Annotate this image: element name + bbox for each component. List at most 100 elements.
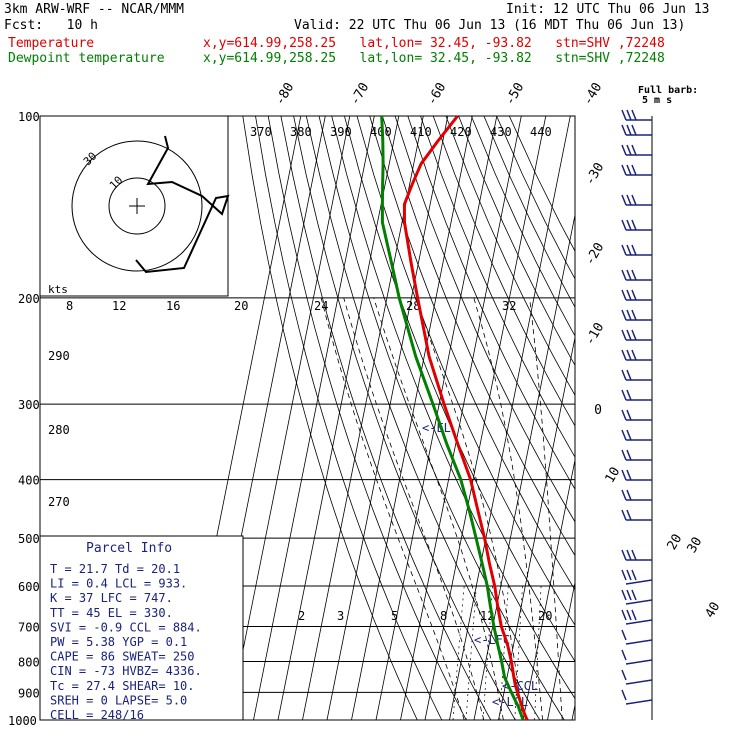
isotherm-label: 40 <box>703 600 724 621</box>
wind-barb-feather <box>631 329 637 341</box>
wind-barb-feather <box>621 669 627 681</box>
wind-barb-feather <box>626 609 632 621</box>
theta-label: 440 <box>530 125 552 139</box>
wind-barb-feather <box>621 429 627 441</box>
dewpoint-legend-label: Dewpoint temperature <box>8 51 165 66</box>
dry-adiabat <box>293 116 516 720</box>
dewpoint-profile <box>380 116 525 720</box>
theta-label: 270 <box>48 495 70 509</box>
wind-barb-feather <box>621 289 627 301</box>
isotherm-label: 0 <box>594 403 602 418</box>
wind-barb <box>625 659 653 665</box>
speed-axis-label: 28 <box>406 299 420 313</box>
isotherm <box>424 116 547 720</box>
wind-barb-feather <box>626 194 632 206</box>
wind-barb-feather <box>631 309 637 321</box>
wind-barb-feather <box>631 144 637 156</box>
dry-adiabat <box>331 116 575 700</box>
temperature-legend-label: Temperature <box>8 36 95 51</box>
dry-adiabat <box>267 116 467 720</box>
wind-barb-feather <box>626 449 632 461</box>
parcel-info-row: SREH = 0 LAPSE= 5.0 <box>50 693 187 707</box>
isotherm <box>547 580 575 720</box>
mixing-ratio-label: 3 <box>337 609 344 623</box>
plot-frame <box>39 115 576 721</box>
isotherm <box>253 116 375 720</box>
wind-barb-feather <box>621 109 627 121</box>
pressure-label: 700 <box>18 620 40 634</box>
wind-barb-feather <box>631 349 637 361</box>
wind-barb-feather <box>626 219 632 231</box>
parcel-info-row: LI = 0.4 LCL = 933. <box>50 577 187 591</box>
wind-barb-feather <box>626 124 632 136</box>
isotherm-label: 20 <box>665 532 686 553</box>
dry-adiabat <box>305 116 541 720</box>
wind-barb-feather <box>621 349 627 361</box>
wind-barb-feather <box>631 164 637 176</box>
isotherm <box>326 116 449 720</box>
isotherm-label: -60 <box>425 80 450 108</box>
moist-adiabat <box>320 297 465 720</box>
wind-barb-feather <box>626 469 632 481</box>
wind-barb-feather <box>626 509 632 521</box>
dry-adiabat <box>508 116 575 252</box>
pressure-label: 600 <box>18 580 40 594</box>
parcel-info-row: TT = 45 EL = 330. <box>50 606 173 620</box>
wind-barb-feather <box>621 689 627 701</box>
wind-barb-feather <box>621 124 627 136</box>
wind-barb-feather <box>631 549 637 561</box>
theta-label: 290 <box>48 349 70 363</box>
wind-barb-feather <box>621 449 627 461</box>
wind-barb-feather <box>621 469 627 481</box>
wind-barb-feather <box>626 164 632 176</box>
isotherm-label: -20 <box>583 240 608 268</box>
wind-barb-feather <box>626 489 632 501</box>
wind-barb-feather <box>626 589 632 601</box>
wind-barb-feather <box>626 244 632 256</box>
speed-axis-label: 16 <box>166 299 180 313</box>
dry-adiabat <box>255 116 443 720</box>
isotherm-label: -70 <box>348 80 373 108</box>
isotherm <box>473 212 575 720</box>
wind-barb-feather <box>631 244 637 256</box>
speed-axis-label: 20 <box>234 299 248 313</box>
isotherm-label: 10 <box>603 465 624 486</box>
isotherm-label: -10 <box>583 320 608 348</box>
parcel-info-row: CAPE = 86 SWEAT= 250 <box>50 650 195 664</box>
forecast-hour: Fcst: 10 h <box>4 18 98 33</box>
wind-barb-feather <box>626 309 632 321</box>
wind-legend-unit: 5 m s <box>642 95 672 106</box>
wind-barb-feather <box>626 549 632 561</box>
temperature-legend-info: x,y=614.99,258.25 lat,lon= 32.45, -93.82… <box>203 36 665 51</box>
isotherm-label: -80 <box>273 80 298 108</box>
wind-barb-feather <box>631 589 637 601</box>
dry-adiabat <box>470 116 575 337</box>
mixing-ratio-line <box>534 585 542 720</box>
valid-time: Valid: 22 UTC Thu 06 Jun 13 (16 MDT Thu … <box>294 18 686 33</box>
mixing-ratio-label: 5 <box>391 609 398 623</box>
isotherm <box>400 116 522 720</box>
wind-barb-feather <box>626 409 632 421</box>
isotherm <box>228 116 351 720</box>
parcel-info-box <box>39 535 244 721</box>
wind-barb-feather <box>626 569 632 581</box>
wind-barb-feather <box>621 549 627 561</box>
wind-barb-feather <box>621 144 627 156</box>
wind-barb-feather <box>621 609 627 621</box>
theta-label: 390 <box>330 125 352 139</box>
wind-legend-title: Full barb: <box>638 85 698 96</box>
moist-adiabat <box>373 297 504 720</box>
mixing-ratio-label: 8 <box>440 609 447 623</box>
moist-adiabat <box>343 297 485 720</box>
wind-barb-feather <box>626 109 632 121</box>
wind-barb-feather <box>621 589 627 601</box>
model-title: 3km ARW-WRF -- NCAR/MMM <box>4 2 185 17</box>
wind-barb-feather <box>621 244 627 256</box>
isotherm <box>597 116 718 720</box>
wind-barb <box>625 579 653 585</box>
isotherm-label: 30 <box>685 535 706 556</box>
dry-adiabat <box>483 116 575 308</box>
wind-barb-feather <box>631 194 637 206</box>
dewpoint-legend-info: x,y=614.99,258.25 lat,lon= 32.45, -93.82… <box>203 51 665 66</box>
theta-label: 280 <box>48 423 70 437</box>
